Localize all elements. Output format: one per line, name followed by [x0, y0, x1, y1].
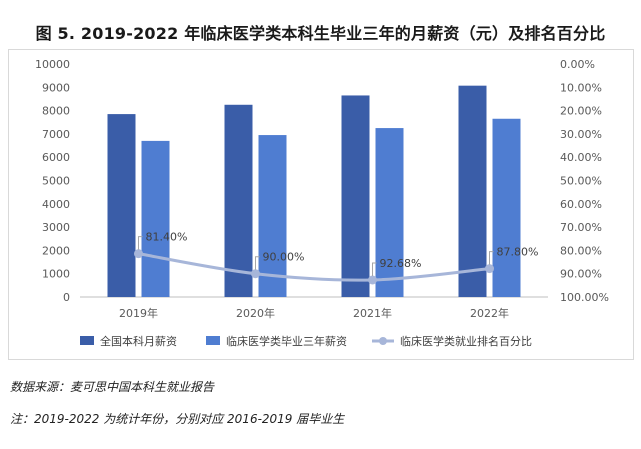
rank-percentile-point	[485, 264, 494, 274]
y-left-tick-label: 0	[63, 291, 70, 304]
y-left-tick-label: 8000	[42, 105, 70, 118]
data-label-leader	[138, 236, 143, 250]
y-right-tick-label: 90.00%	[560, 268, 602, 281]
y-right-tick-label: 100.00%	[560, 291, 609, 304]
y-right-tick-label: 50.00%	[560, 175, 602, 188]
y-right-tick-label: 0.00%	[560, 58, 595, 71]
x-tick-label: 2020年	[236, 306, 275, 320]
clinical-salary-bar	[375, 128, 404, 297]
data-label-leader	[489, 251, 494, 265]
legend-swatch	[206, 336, 220, 345]
y-right-tick-label: 70.00%	[560, 221, 602, 234]
rank-percentile-point	[251, 269, 260, 279]
y-left-tick-label: 2000	[42, 244, 70, 257]
y-left-tick-label: 7000	[42, 128, 70, 141]
national-salary-bar	[107, 114, 136, 297]
rank-percentile-line	[138, 252, 490, 282]
legend-swatch	[80, 336, 94, 345]
legend-label: 全国本科月薪资	[100, 334, 177, 348]
y-right-tick-label: 30.00%	[560, 128, 602, 141]
y-left-tick-label: 5000	[42, 175, 70, 188]
legend-swatch-marker	[379, 337, 387, 345]
y-left-tick-label: 4000	[42, 198, 70, 211]
legend-label: 临床医学类就业排名百分比	[400, 334, 532, 348]
y-right-tick-label: 20.00%	[560, 105, 602, 118]
national-salary-bar	[458, 85, 487, 297]
chart-frame	[8, 49, 634, 360]
x-tick-label: 2019年	[119, 306, 158, 320]
rank-data-label: 92.68%	[380, 257, 422, 270]
rank-data-label: 87.80%	[497, 246, 539, 259]
clinical-salary-bar	[258, 135, 287, 297]
data-label-leader	[372, 262, 377, 276]
data-label-leader	[255, 256, 260, 270]
source-note: 数据来源：麦可思中国本科生就业报告	[10, 380, 215, 394]
national-salary-bar	[224, 104, 253, 298]
y-left-tick-label: 6000	[42, 151, 70, 164]
rank-percentile-point	[368, 275, 377, 285]
legend-label: 临床医学类毕业三年薪资	[226, 334, 347, 348]
national-salary-bar	[341, 95, 370, 297]
y-right-tick-label: 40.00%	[560, 151, 602, 164]
x-tick-label: 2022年	[470, 306, 509, 320]
y-left-tick-label: 9000	[42, 81, 70, 94]
y-left-tick-label: 3000	[42, 221, 70, 234]
chart-title: 图 5. 2019-2022 年临床医学类本科生毕业三年的月薪资（元）及排名百分…	[35, 24, 606, 43]
y-right-tick-label: 60.00%	[560, 198, 602, 211]
y-right-tick-label: 10.00%	[560, 81, 602, 94]
x-tick-label: 2021年	[353, 306, 392, 320]
clinical-salary-bar	[492, 118, 521, 297]
y-right-tick-label: 80.00%	[560, 244, 602, 257]
clinical-salary-bar	[141, 140, 170, 297]
rank-percentile-point	[134, 249, 143, 259]
rank-data-label: 90.00%	[263, 251, 305, 264]
rank-data-label: 81.40%	[146, 231, 188, 244]
y-left-tick-label: 10000	[35, 58, 70, 71]
y-left-tick-label: 1000	[42, 268, 70, 281]
footnote: 注：2019-2022 为统计年份，分别对应 2016-2019 届毕业生	[10, 412, 345, 426]
